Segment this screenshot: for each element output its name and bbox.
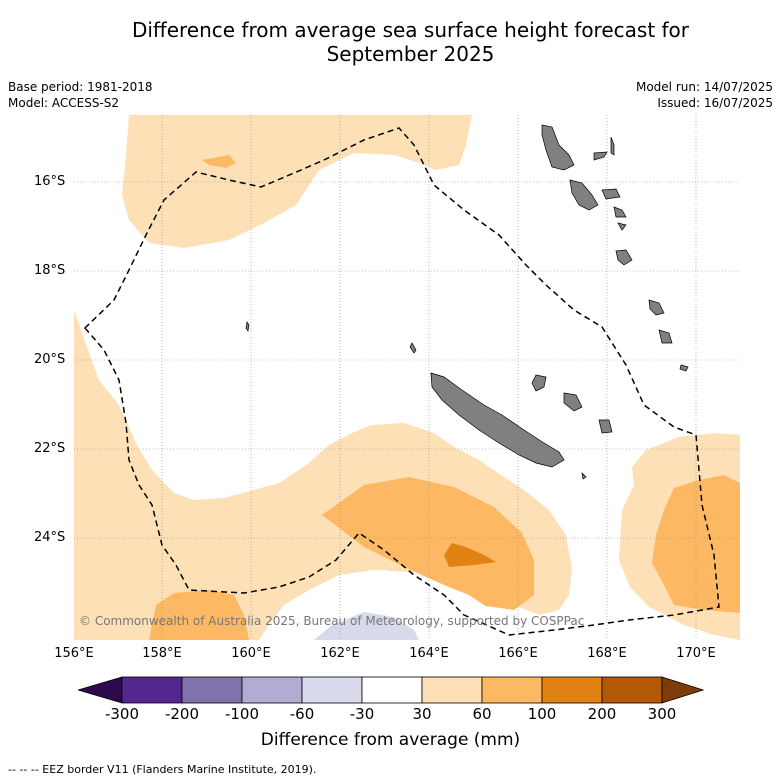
model-run: Model run: 14/07/2025 — [635, 80, 773, 94]
colorbar-extend-low — [76, 676, 123, 704]
colorbar-tick-6: 30 — [412, 705, 432, 723]
vanuatu-island-4 — [569, 179, 599, 211]
island-east-2 — [658, 329, 673, 344]
colorbar — [76, 676, 705, 704]
colorbar-tick-4: -60 — [289, 705, 315, 723]
anomaly-region-south-small — [149, 590, 249, 640]
vanuatu-island-6 — [613, 206, 627, 218]
colorbar-tick-1: -300 — [104, 705, 140, 723]
copyright-notice: © Commonwealth of Australia 2025, Bureau… — [79, 614, 585, 628]
vanuatu-north — [541, 124, 575, 171]
lat-label-18s: 18°S — [34, 263, 66, 278]
lon-label-160e: 160°E — [231, 646, 271, 661]
colorbar-label: Difference from average (mm) — [260, 730, 521, 750]
lon-label-162e: 162°E — [320, 646, 360, 661]
loyalty-islands-1 — [531, 374, 547, 392]
island-east-3 — [679, 364, 689, 372]
island-new-caledonia-north — [409, 342, 417, 354]
vanuatu-island-3 — [610, 136, 615, 156]
colorbar-segment-1 — [121, 676, 183, 704]
lon-label-156e: 156°E — [54, 646, 94, 661]
map-svg — [74, 115, 740, 640]
colorbar-extend-high — [661, 676, 705, 704]
loyalty-islands-2 — [563, 392, 583, 412]
colorbar-tick-5: -30 — [349, 705, 375, 723]
lat-label-20s: 20°S — [34, 352, 66, 367]
colorbar-tick-10: 300 — [647, 705, 677, 723]
base-period: Base period: 1981-2018 — [8, 80, 153, 94]
model-name: Model: ACCESS-S2 — [8, 96, 120, 110]
title-line-1: Difference from average sea surface heig… — [131, 18, 690, 42]
land-masses — [245, 124, 689, 480]
colorbar-segment-6 — [421, 676, 483, 704]
lon-label-166e: 166°E — [498, 646, 538, 661]
meta-left: Base period: 1981-2018 Model: ACCESS-S2 — [8, 79, 153, 111]
anomaly-region-south-negative — [314, 612, 419, 640]
small-island-chesterfield — [581, 471, 587, 480]
anomaly-region-north-small — [202, 155, 236, 168]
vanuatu-island-2 — [593, 151, 608, 161]
lat-label-16s: 16°S — [34, 174, 66, 189]
footnote-eez: -- -- -- EEZ border V11 (Flanders Marine… — [8, 763, 317, 776]
small-island-west — [245, 321, 250, 332]
anomaly-region-central-core — [444, 543, 496, 567]
colorbar-tick-3: -100 — [224, 705, 260, 723]
vanuatu-island-5 — [601, 188, 621, 200]
colorbar-tick-2: -200 — [164, 705, 200, 723]
colorbar-tick-8: 100 — [527, 705, 557, 723]
colorbar-segment-2 — [181, 676, 243, 704]
vanuatu-island-7 — [617, 222, 627, 231]
lon-label-158e: 158°E — [142, 646, 182, 661]
lon-label-170e: 170°E — [676, 646, 716, 661]
gridlines — [74, 115, 740, 640]
title-line-2: September 2025 — [326, 42, 495, 66]
colorbar-tick-7: 60 — [472, 705, 492, 723]
colorbar-tick-9: 200 — [587, 705, 617, 723]
eez-border — [83, 127, 720, 636]
lat-label-22s: 22°S — [34, 441, 66, 456]
map-area — [74, 115, 740, 640]
map-title: Difference from average sea surface heig… — [0, 18, 781, 66]
vanuatu-island-8 — [615, 249, 633, 266]
new-caledonia-island — [430, 372, 565, 468]
island-east-1 — [648, 299, 665, 316]
colorbar-segment-9 — [601, 676, 663, 704]
colorbar-segment-5 — [361, 676, 423, 704]
colorbar-segment-4 — [301, 676, 363, 704]
colorbar-segment-7 — [481, 676, 543, 704]
lat-label-24s: 24°S — [34, 530, 66, 545]
anomaly-region-north — [122, 115, 472, 248]
issued-date: Issued: 16/07/2025 — [657, 96, 773, 110]
loyalty-islands-3 — [598, 419, 613, 434]
lon-label-168e: 168°E — [587, 646, 627, 661]
colorbar-segment-3 — [241, 676, 303, 704]
colorbar-svg — [76, 676, 705, 704]
lon-label-164e: 164°E — [409, 646, 449, 661]
anomaly-region-central — [322, 477, 534, 610]
colorbar-segment-8 — [541, 676, 603, 704]
meta-right: Model run: 14/07/2025 Issued: 16/07/2025 — [636, 79, 773, 111]
